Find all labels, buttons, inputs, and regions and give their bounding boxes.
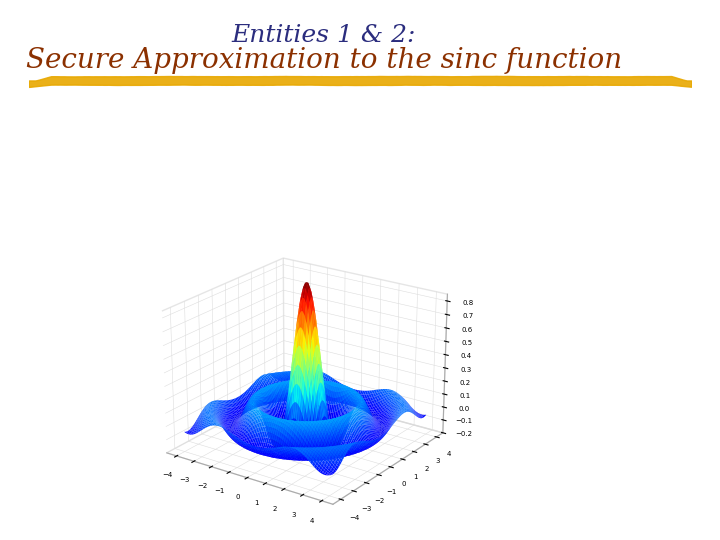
Text: Entities 1 & 2:: Entities 1 & 2: xyxy=(232,24,416,46)
Text: Secure Approximation to the sinc function: Secure Approximation to the sinc functio… xyxy=(26,47,622,74)
